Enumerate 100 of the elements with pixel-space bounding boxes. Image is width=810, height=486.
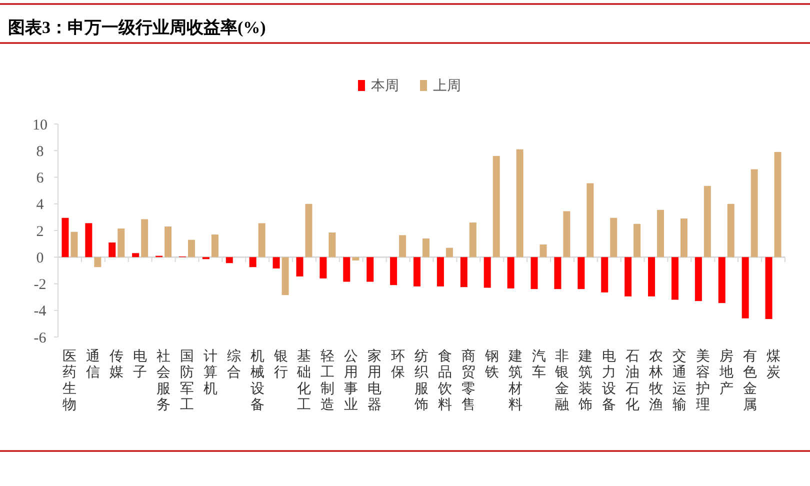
- bar: [694, 257, 702, 302]
- bar: [610, 218, 618, 258]
- bar: [352, 257, 360, 260]
- bar: [108, 242, 116, 258]
- x-tick-label: 公用事业: [344, 348, 358, 413]
- bar: [414, 257, 420, 286]
- bar: [624, 257, 632, 296]
- legend-label: 上周: [433, 78, 461, 94]
- bar: [399, 235, 406, 258]
- x-tick-label: 传媒: [110, 348, 124, 381]
- bar: [554, 257, 562, 290]
- bar: [469, 222, 476, 258]
- bar: [718, 257, 726, 304]
- x-tick-label: 汽车: [532, 348, 546, 381]
- x-tick-label: 计算机: [203, 348, 218, 397]
- bar: [85, 223, 92, 258]
- bar: [132, 253, 140, 258]
- chart-title: 图表3：申万一级行业周收益率(%): [8, 18, 266, 37]
- x-tick-label: 纺织服饰: [414, 348, 428, 413]
- bar: [164, 226, 172, 258]
- x-tick-label: 综合: [226, 348, 241, 381]
- bar: [540, 244, 547, 258]
- x-tick-label: 家用电器: [368, 348, 382, 413]
- bar: [390, 257, 398, 286]
- x-tick-label: 美容护理: [694, 348, 710, 413]
- bar: [750, 169, 758, 258]
- y-tick-label: -6: [34, 330, 47, 346]
- bar: [305, 204, 312, 258]
- x-tick-label: 国防军工: [180, 350, 194, 413]
- y-tick-label: 0: [36, 250, 44, 266]
- x-tick-label: 电子: [133, 348, 148, 381]
- x-tick-label: 医药生物: [62, 350, 77, 413]
- bar: [282, 257, 289, 296]
- y-tick-label: -2: [34, 277, 46, 293]
- bar: [296, 257, 304, 276]
- x-tick-label: 电力设备: [602, 348, 616, 413]
- bar: [657, 210, 664, 258]
- bar: [671, 257, 678, 300]
- bar: [249, 257, 256, 268]
- x-tick-label: 基础化工: [296, 348, 312, 413]
- bar: [578, 257, 585, 290]
- bar: [648, 257, 656, 296]
- bar: [141, 219, 148, 258]
- x-tick-label: 交通运输: [672, 348, 686, 413]
- bar: [94, 257, 102, 268]
- bar: [765, 257, 772, 320]
- bar: [484, 257, 491, 288]
- legend-label: 本周: [371, 78, 399, 94]
- bar: [118, 228, 125, 258]
- bar: [680, 218, 688, 258]
- y-tick-label: 4: [36, 197, 44, 214]
- x-tick-label: 社会服务: [156, 348, 171, 413]
- y-tick-label: 8: [36, 144, 44, 160]
- bar: [258, 223, 266, 258]
- bar: [586, 183, 594, 258]
- bar: [563, 211, 570, 258]
- y-tick-label: 6: [36, 170, 44, 186]
- y-tick-label: 2: [36, 224, 44, 240]
- bar: [62, 218, 69, 258]
- x-tick-label: 食品饮料: [436, 348, 452, 413]
- bar: [366, 257, 374, 282]
- x-tick-label: 非银金融: [554, 348, 570, 413]
- bar: [272, 257, 280, 268]
- bar: [530, 257, 538, 290]
- x-tick-label: 建筑装饰: [578, 348, 593, 413]
- y-tick-label: 10: [32, 117, 48, 134]
- bar: [446, 248, 453, 258]
- bar: [742, 257, 749, 318]
- bar: [226, 257, 233, 264]
- bar: [601, 257, 608, 292]
- bar: [704, 186, 711, 258]
- y-tick-label: -4: [34, 304, 47, 320]
- x-tick-label: 轻工制造: [320, 348, 335, 413]
- bar: [774, 152, 782, 258]
- x-tick-label: 钢铁: [484, 348, 499, 381]
- bar: [460, 257, 468, 288]
- bar: [70, 232, 78, 258]
- x-tick-label: 有色金属: [742, 348, 757, 413]
- x-tick-label: 煤炭: [766, 348, 780, 381]
- x-tick-label: 银行: [272, 348, 288, 381]
- bar: [727, 204, 734, 258]
- bar: [507, 257, 514, 288]
- bar: [436, 257, 444, 286]
- x-tick-label: 机械设备: [250, 348, 264, 413]
- bar: [328, 232, 336, 258]
- bar: [422, 238, 430, 258]
- x-tick-label: 石油石化: [626, 350, 640, 413]
- x-tick-label: 建筑材料: [507, 348, 522, 413]
- bar: [634, 224, 641, 258]
- x-tick-label: 通信: [86, 348, 100, 381]
- x-tick-label: 商贸零售: [461, 348, 476, 413]
- x-tick-label: 环保: [391, 350, 406, 381]
- x-tick-label: 农林牧渔: [648, 348, 664, 413]
- x-tick-label: 房地产: [718, 348, 734, 397]
- bar: [492, 156, 500, 258]
- bar: [343, 257, 350, 282]
- bar: [188, 240, 195, 258]
- bar: [320, 257, 327, 278]
- bar: [516, 149, 524, 258]
- bar: [211, 234, 218, 258]
